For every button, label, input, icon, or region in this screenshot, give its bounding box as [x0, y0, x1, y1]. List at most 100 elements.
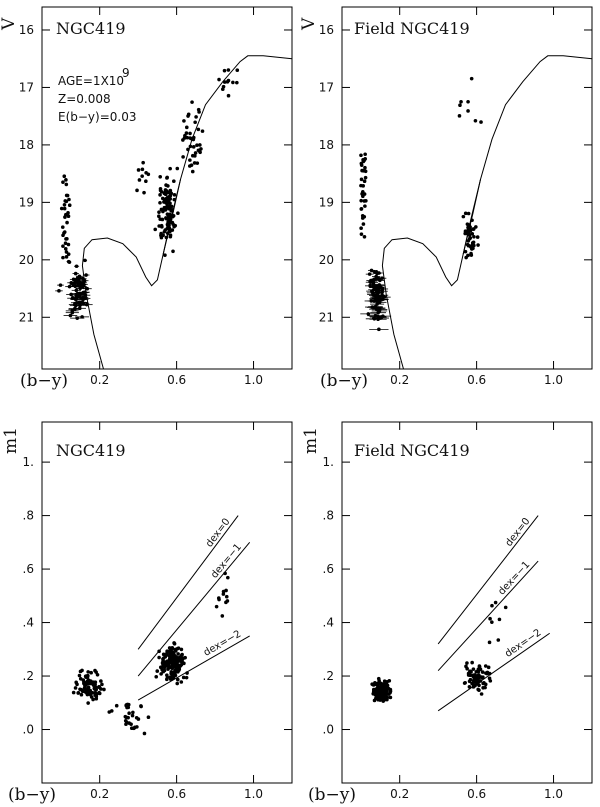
panel-title: Field NGC419 — [354, 441, 470, 460]
star-point — [176, 652, 180, 656]
star-point — [157, 224, 161, 228]
star-point — [188, 144, 193, 149]
star-point — [171, 249, 175, 254]
star-point — [193, 120, 197, 125]
star-point — [58, 283, 63, 287]
y-tick-label: 1. — [23, 455, 34, 469]
annotation-age-exponent: 9 — [122, 66, 130, 80]
star-point — [194, 115, 198, 119]
star-point — [185, 135, 190, 140]
star-point — [469, 76, 474, 81]
star-point — [466, 109, 470, 113]
x-axis-label: (b−y) — [320, 371, 368, 391]
star-point — [369, 268, 374, 273]
star-point — [78, 669, 83, 674]
star-point — [466, 673, 471, 677]
isochrone-line — [81, 55, 293, 370]
star-point — [134, 715, 139, 720]
star-point — [164, 677, 169, 682]
star-point — [136, 168, 141, 172]
star-point — [363, 152, 367, 157]
star-point — [139, 704, 143, 708]
star-point — [73, 306, 77, 311]
y-tick-label: .0 — [23, 723, 34, 737]
y-tick-label: 17 — [19, 80, 34, 94]
star-point — [83, 258, 87, 263]
star-point — [172, 197, 177, 202]
star-point — [64, 193, 69, 198]
star-point — [93, 687, 97, 692]
star-point — [226, 93, 231, 98]
star-point — [475, 235, 480, 239]
star-point — [163, 188, 168, 192]
dex-line — [137, 635, 250, 701]
star-point — [75, 291, 80, 296]
x-tick-label: 0.6 — [167, 787, 186, 801]
dex-line — [437, 632, 550, 712]
star-point — [464, 255, 468, 260]
star-point — [161, 209, 165, 214]
star-point — [184, 125, 189, 130]
star-point — [73, 686, 78, 690]
star-point — [89, 670, 93, 675]
star-point — [470, 246, 474, 251]
star-point — [378, 686, 382, 690]
star-point — [220, 87, 225, 92]
star-point — [85, 680, 90, 684]
star-point — [100, 682, 104, 687]
star-point — [361, 194, 365, 199]
star-point — [475, 682, 479, 686]
star-point — [123, 714, 128, 719]
y-tick-label: 19 — [19, 195, 34, 209]
star-point — [226, 575, 230, 580]
x-axis-label: (b−y) — [308, 785, 356, 805]
star-point — [161, 662, 165, 667]
star-point — [375, 271, 379, 276]
star-point — [130, 713, 135, 718]
star-point — [163, 208, 168, 212]
star-point — [376, 676, 381, 681]
star-point — [188, 158, 192, 162]
y-tick-label: .4 — [23, 616, 34, 630]
star-point — [479, 120, 483, 124]
y-tick-label: .2 — [23, 669, 34, 683]
star-point — [466, 239, 471, 243]
star-point — [373, 690, 378, 695]
star-point — [167, 226, 172, 230]
star-point — [59, 206, 64, 211]
star-point — [170, 228, 175, 232]
star-point — [179, 680, 184, 684]
star-point — [126, 715, 130, 720]
star-point — [171, 657, 175, 661]
star-point — [159, 672, 163, 676]
star-point — [176, 646, 181, 650]
star-point — [479, 692, 484, 696]
star-point — [486, 665, 491, 670]
star-point — [82, 682, 87, 686]
star-point — [364, 198, 368, 203]
star-point — [172, 664, 177, 668]
dex-line — [137, 515, 239, 650]
star-point — [144, 179, 148, 184]
annotation-age: AGE=1X10 — [58, 74, 124, 88]
star-point — [362, 214, 367, 219]
annotation-reddening: E(b−y)=0.03 — [58, 110, 137, 124]
y-tick-label: .6 — [23, 562, 34, 576]
star-point — [171, 654, 175, 659]
y-tick-label: 21 — [319, 310, 334, 324]
star-point — [173, 654, 178, 659]
star-point — [158, 193, 162, 197]
star-point — [484, 671, 488, 675]
star-point — [359, 226, 363, 231]
star-point — [195, 161, 200, 165]
star-point — [174, 667, 178, 671]
star-point — [359, 177, 364, 182]
star-point — [377, 693, 382, 698]
star-point — [457, 114, 462, 118]
star-point — [81, 297, 85, 302]
star-point — [66, 252, 71, 256]
star-point — [493, 600, 498, 605]
star-point — [222, 68, 227, 73]
y-tick-label: 1. — [323, 455, 334, 469]
star-point — [70, 309, 74, 313]
